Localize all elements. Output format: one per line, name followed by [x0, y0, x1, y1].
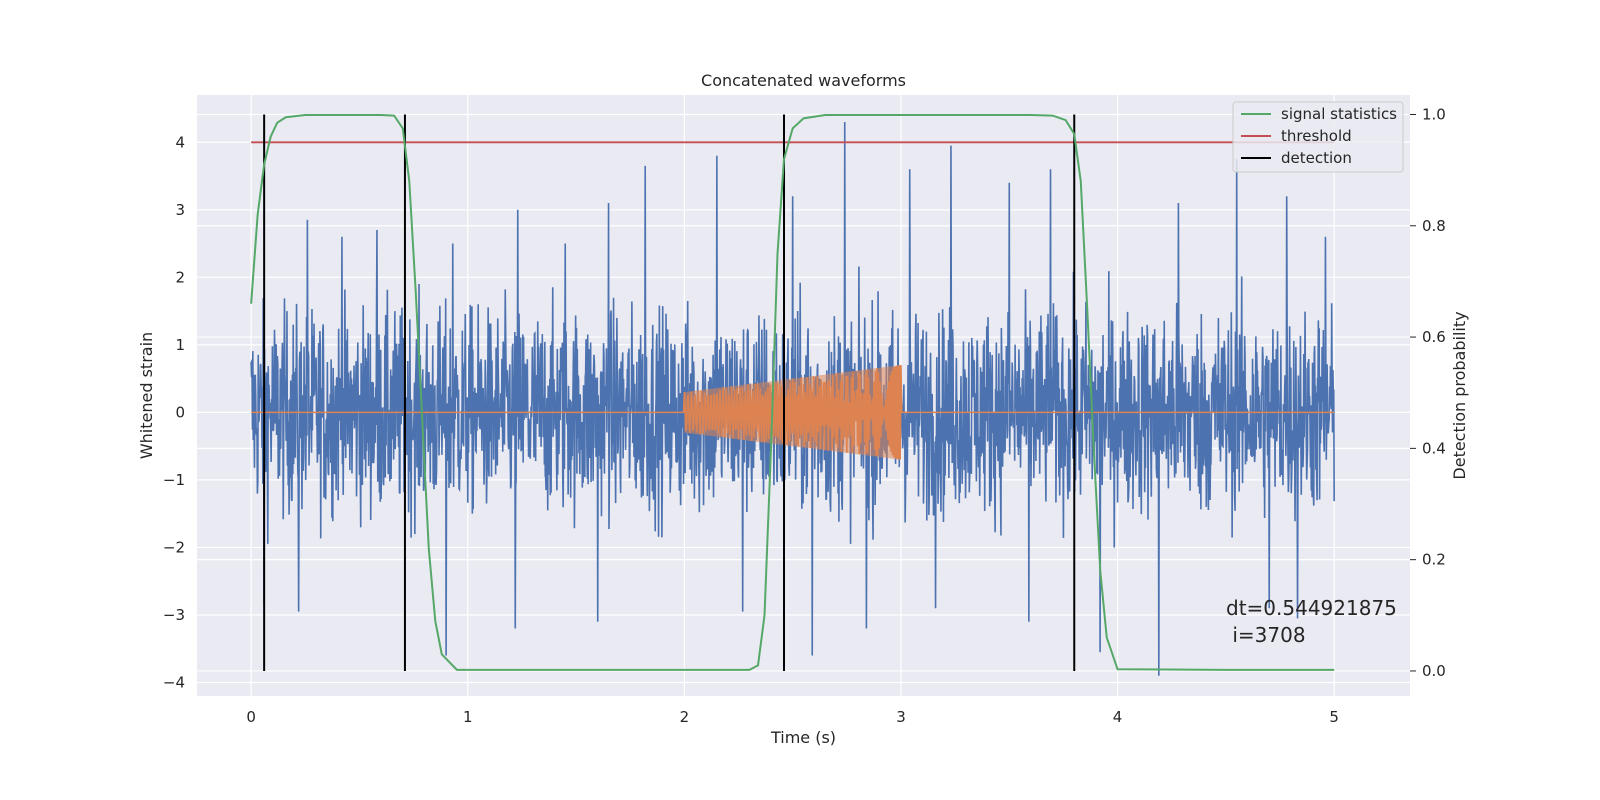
annotation-i: i=3708: [1226, 623, 1306, 647]
annotation-dt: dt=0.544921875: [1226, 596, 1397, 620]
y-right-tick-label: 0.2: [1422, 551, 1446, 569]
y-axis-label: Whitened strain: [137, 332, 156, 459]
y-right-tick-label: 0.0: [1422, 662, 1446, 680]
x-tick-label: 1: [463, 708, 473, 726]
y-tick-label: −4: [163, 673, 185, 691]
chart-title: Concatenated waveforms: [701, 71, 906, 90]
y-right-tick-label: 0.6: [1422, 328, 1446, 346]
y-tick-label: 2: [175, 268, 185, 286]
x-tick-label: 5: [1329, 708, 1339, 726]
y-tick-label: −3: [163, 606, 185, 624]
y-tick-label: 3: [175, 201, 185, 219]
legend: signal statistics threshold detection: [1232, 101, 1404, 173]
y-ticks: 4 3 2 1 0 −1 −2 −3 −4: [163, 133, 185, 691]
y-tick-label: 0: [175, 403, 185, 421]
x-tick-label: 0: [246, 708, 256, 726]
y-right-axis-label: Detection probability: [1450, 311, 1469, 479]
legend-entry: detection: [1281, 149, 1352, 167]
y-right-tick-label: 0.4: [1422, 439, 1446, 457]
legend-box: [1232, 101, 1404, 173]
series-layer: [250, 114, 1335, 676]
y-tick-label: 4: [175, 133, 185, 151]
injection-envelope: [684, 365, 901, 460]
legend-entry: threshold: [1281, 127, 1352, 145]
y-right-ticks: 1.0 0.8 0.6 0.4 0.2 0.0: [1410, 105, 1446, 680]
y-tick-label: −2: [163, 538, 185, 556]
x-tick-label: 2: [680, 708, 690, 726]
strain-series-line: [250, 122, 1335, 676]
y-right-tick-label: 0.8: [1422, 217, 1446, 235]
y-tick-label: 1: [175, 336, 185, 354]
y-tick-label: −1: [163, 471, 185, 489]
signal-statistics-line: [250, 114, 1335, 671]
x-tick-label: 4: [1113, 708, 1123, 726]
y-right-tick-label: 1.0: [1422, 105, 1446, 123]
legend-entry: signal statistics: [1281, 105, 1397, 123]
x-ticks: 0 1 2 3 4 5: [246, 708, 1339, 726]
x-tick-label: 3: [896, 708, 906, 726]
x-axis-label: Time (s): [770, 728, 836, 747]
